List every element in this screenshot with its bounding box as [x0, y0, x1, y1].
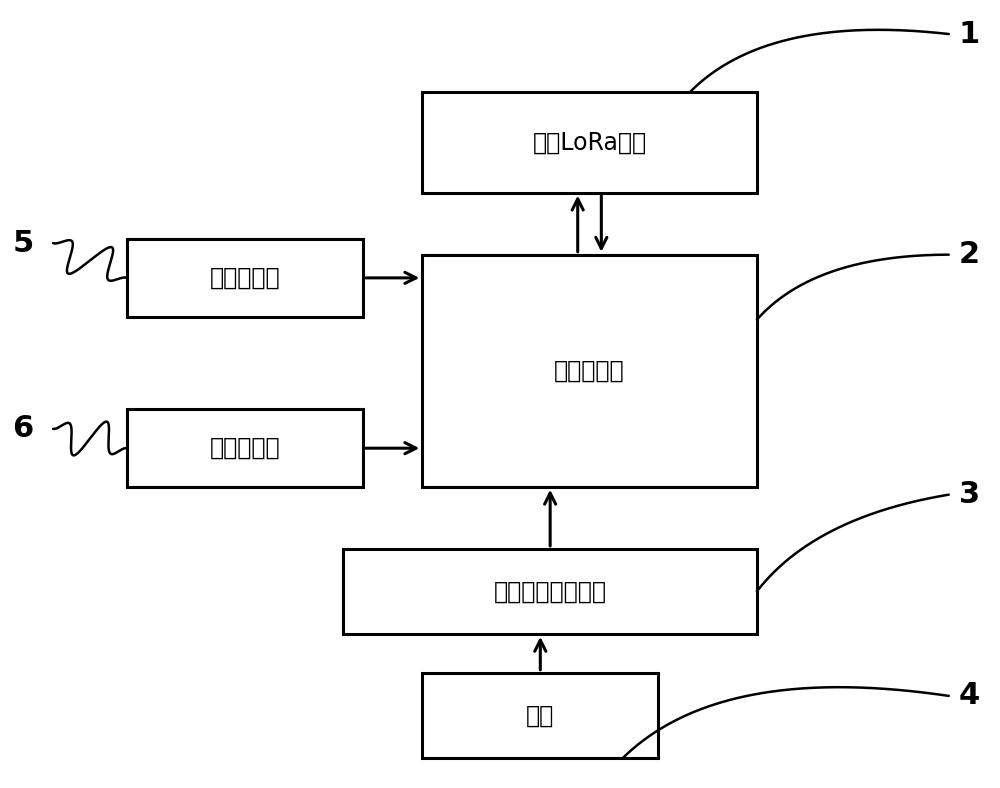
Text: 电池: 电池: [526, 703, 554, 727]
Text: 第一电源管理电路: 第一电源管理电路: [494, 579, 607, 604]
Text: 第一处理器: 第一处理器: [554, 359, 625, 383]
Bar: [422, 92, 757, 193]
Bar: [127, 410, 363, 487]
Text: 压力传感器: 压力传感器: [210, 266, 280, 290]
Text: 4: 4: [959, 682, 980, 711]
Text: 1: 1: [959, 20, 980, 49]
Text: 3: 3: [959, 480, 980, 509]
Text: 温度传感器: 温度传感器: [210, 437, 280, 460]
Text: 第一LoRa模块: 第一LoRa模块: [532, 130, 647, 154]
Bar: [127, 240, 363, 317]
Bar: [422, 255, 757, 487]
Text: 5: 5: [12, 229, 33, 258]
Text: 6: 6: [12, 414, 33, 444]
Bar: [343, 548, 757, 634]
Text: 2: 2: [959, 240, 980, 269]
Bar: [422, 673, 658, 758]
